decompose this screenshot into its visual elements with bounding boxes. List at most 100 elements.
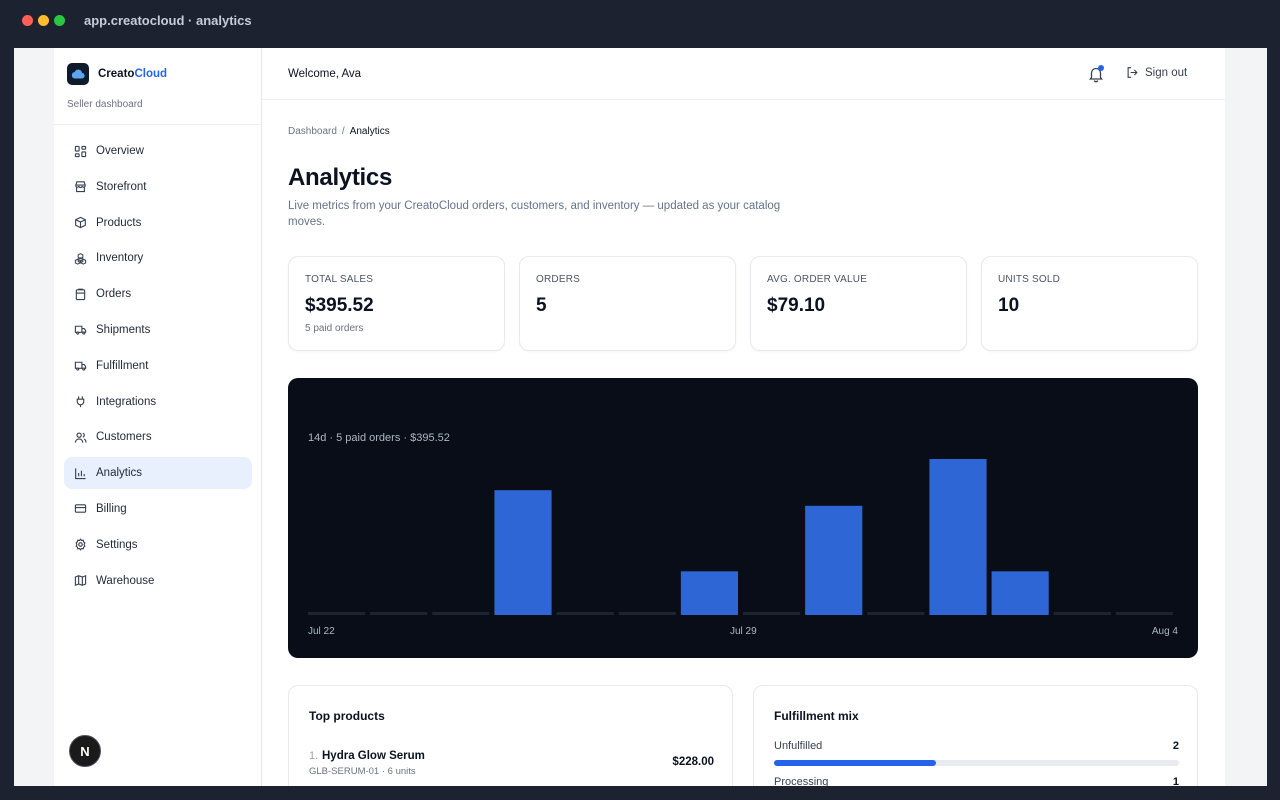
stat-value: 5 <box>536 295 547 316</box>
panel-title: Fulfillment mix <box>774 709 859 723</box>
chart-bar-jul-31 <box>867 612 925 615</box>
sidebar-item-integrations[interactable]: Integrations <box>64 386 252 418</box>
chart-bar-aug-3 <box>1053 612 1111 615</box>
stat-card-orders: ORDERS 5 <box>519 256 736 351</box>
sign-out-label: Sign out <box>1145 66 1188 79</box>
x-tick-label: Aug 4 <box>1151 626 1178 637</box>
sidebar-divider <box>54 124 261 125</box>
mix-count: 2 <box>1172 740 1179 752</box>
sidebar-item-inventory[interactable]: Inventory <box>64 242 252 274</box>
sidebar-item-warehouse[interactable]: Warehouse <box>64 565 252 597</box>
sidebar: CreatoCloud Seller dashboard Overview St… <box>54 48 262 786</box>
list-item: Processing 1 <box>774 776 1179 786</box>
product-rank: 1. <box>309 750 319 762</box>
stat-note: 5 paid orders <box>305 323 364 334</box>
sidebar-item-label: Overview <box>96 145 144 157</box>
welcome-text: Welcome, Ava <box>288 68 362 80</box>
sidebar-item-overview[interactable]: Overview <box>64 135 252 167</box>
sidebar-item-analytics[interactable]: Analytics <box>64 457 252 490</box>
bar-chart-icon <box>75 468 86 479</box>
users-icon <box>74 432 87 443</box>
sidebar-item-label: Fulfillment <box>96 359 149 372</box>
sidebar-item-settings[interactable]: Settings <box>64 529 252 561</box>
chart-bar-jul-23 <box>370 612 428 615</box>
mix-label: Processing <box>774 776 829 786</box>
page-title: Analytics <box>288 164 393 191</box>
close-window-button[interactable] <box>22 15 33 26</box>
plug-icon <box>76 396 85 408</box>
sidebar-item-customers[interactable]: Customers <box>64 421 252 453</box>
breadcrumb-dashboard[interactable]: Dashboard <box>288 126 337 137</box>
breadcrumb-separator: / <box>341 126 345 137</box>
main-content: Dashboard / Analytics Analytics Live metri… <box>262 100 1225 786</box>
truck-icon <box>74 326 87 336</box>
product-meta: GLB-SERUM-01 · 6 units <box>309 766 416 777</box>
fulfillment-mix-panel: Fulfillment mix Unfulfilled 2 Processing… <box>753 685 1198 786</box>
store-icon <box>75 181 86 193</box>
x-tick-label: Jul 22 <box>308 626 335 637</box>
right-gutter <box>1225 48 1267 786</box>
sidebar-item-label: Billing <box>96 502 127 515</box>
stat-value: 10 <box>998 295 1020 316</box>
sidebar-item-label: Analytics <box>96 467 143 480</box>
sidebar-item-label: Inventory <box>96 252 144 265</box>
sidebar-item-label: Shipments <box>96 323 151 336</box>
breadcrumb-current: Analytics <box>349 126 390 137</box>
chart-bar-jul-25 <box>494 490 552 615</box>
gear-icon <box>75 538 86 551</box>
credit-card-icon <box>74 504 87 514</box>
notification-dot <box>1098 65 1104 71</box>
chart-bar-jul-24 <box>432 612 490 615</box>
mix-label: Unfulfilled <box>774 740 823 752</box>
brand[interactable]: CreatoCloud <box>67 63 167 85</box>
product-name: Hydra Glow Serum <box>322 750 425 762</box>
list-item[interactable]: 1. Hydra Glow Serum GLB-SERUM-01 · 6 uni… <box>309 749 714 779</box>
stat-card-avg-order-value: AVG. ORDER VALUE $79.10 <box>750 256 967 351</box>
sidebar-item-label: Orders <box>96 288 132 301</box>
sidebar-item-shipments[interactable]: Shipments <box>64 314 252 346</box>
top-header: Welcome, Ava Sign out <box>262 48 1225 100</box>
chart-bar-aug-4 <box>1115 612 1173 615</box>
chart-bar-aug-1 <box>929 459 987 615</box>
sales-bar-chart <box>308 459 1173 615</box>
chart-bar-jul-30 <box>805 505 863 615</box>
progress-fill <box>774 760 936 766</box>
box-icon <box>75 216 86 229</box>
dev-tools-badge[interactable]: N <box>69 735 101 767</box>
list-item: Unfulfilled 2 <box>774 740 1179 774</box>
sidebar-item-label: Products <box>96 216 142 229</box>
chart-bar-jul-28 <box>680 571 738 615</box>
brand-subtitle: Seller dashboard <box>67 99 143 110</box>
chart-bar-jul-22 <box>308 612 366 615</box>
stat-card-total-sales: TOTAL SALES $395.52 5 paid orders <box>288 256 505 351</box>
grid-icon <box>74 145 87 157</box>
sign-out-button[interactable]: Sign out <box>1126 66 1187 79</box>
stat-label: AVG. ORDER VALUE <box>767 274 868 285</box>
window-title: app.creatocloud · analytics <box>84 13 252 28</box>
sidebar-item-label: Warehouse <box>96 574 155 587</box>
stat-label: TOTAL SALES <box>305 274 374 285</box>
sidebar-item-label: Settings <box>96 538 138 551</box>
sidebar-item-fulfillment[interactable]: Fulfillment <box>64 350 252 382</box>
cloud-logo-icon <box>67 63 89 85</box>
minimize-window-button[interactable] <box>38 15 49 26</box>
chart-bar-jul-29 <box>743 612 801 615</box>
stat-card-units-sold: UNITS SOLD 10 <box>981 256 1198 351</box>
sidebar-item-orders[interactable]: Orders <box>64 278 252 310</box>
stat-label: ORDERS <box>536 274 580 285</box>
app-viewport: CreatoCloud Seller dashboard Overview St… <box>14 48 1267 786</box>
truck-icon <box>74 361 87 371</box>
sidebar-nav: Overview Storefront Products Inventory O… <box>64 135 252 600</box>
maximize-window-button[interactable] <box>54 15 65 26</box>
sidebar-item-label: Storefront <box>96 180 147 193</box>
sidebar-item-billing[interactable]: Billing <box>64 493 252 525</box>
mix-count: 1 <box>1172 776 1179 786</box>
sidebar-item-storefront[interactable]: Storefront <box>64 171 252 203</box>
clipboard-icon <box>75 288 86 300</box>
progress-track <box>774 760 1179 766</box>
map-icon <box>74 575 87 587</box>
top-products-panel: Top products 1. Hydra Glow Serum GLB-SER… <box>288 685 733 786</box>
panel-title: Top products <box>309 709 385 723</box>
chart-title: 14d · 5 paid orders · $395.52 <box>308 432 450 444</box>
sidebar-item-products[interactable]: Products <box>64 207 252 239</box>
